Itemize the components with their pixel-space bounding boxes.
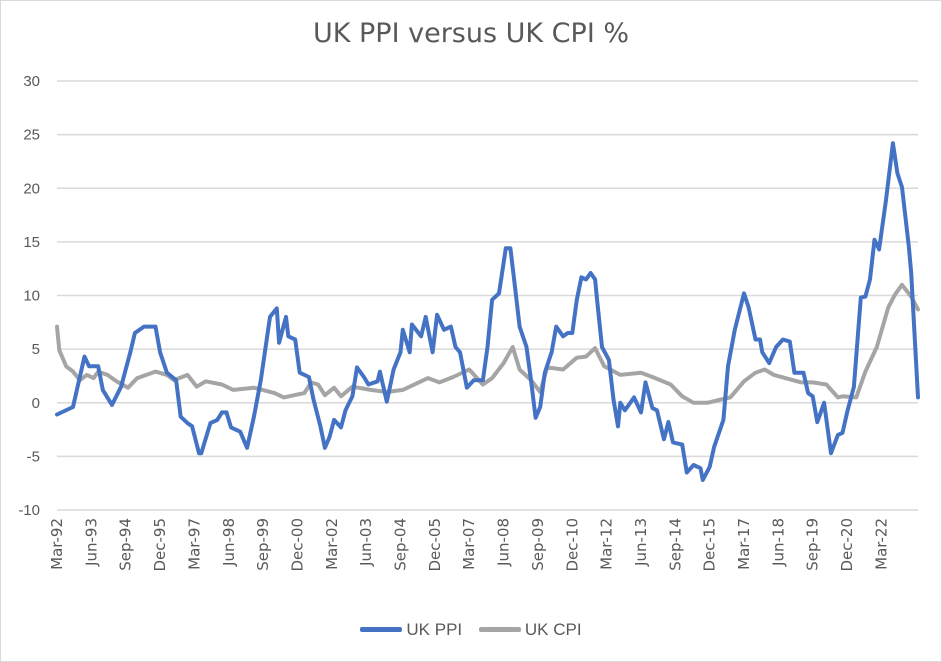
x-tick-label: Mar-92 [48,518,66,570]
legend-item-uk-cpi: UK CPI [478,619,582,640]
y-tick-label: -10 [18,502,40,519]
y-tick-label: 10 [23,288,40,305]
legend-label: UK CPI [524,619,582,639]
x-tick-label: Dec-05 [426,518,444,572]
series-lines [55,141,920,482]
y-tick-label: 0 [32,395,40,412]
x-tick-label: Jun-13 [632,518,650,567]
x-tick-label: Mar-12 [598,518,616,570]
x-tick-label: Jun-03 [357,518,375,567]
x-tick-label: Sep-04 [392,518,410,571]
x-tick-label: Dec-10 [563,518,581,572]
uk-cpi-line [55,282,920,405]
legend-swatch-ppi [360,627,403,632]
gridlines [57,80,918,511]
y-tick-label: 15 [23,234,40,251]
x-tick-label: Dec-00 [288,518,306,572]
legend-swatch-cpi [478,627,521,632]
x-axis-labels: Mar-92 Jun-93 Sep-94 Dec-95 Mar-97 Jun-98 Sep-… [48,518,890,572]
x-tick-label: Dec-15 [701,518,719,572]
y-tick-label: 30 [23,73,40,90]
x-tick-label: Mar-97 [185,518,203,570]
x-tick-label: Jun-08 [495,518,513,567]
x-tick-label: Jun-18 [769,518,787,567]
y-tick-label: 5 [32,341,40,358]
x-tick-label: Sep-94 [117,518,135,571]
legend: UK PPI UK CPI [0,617,942,640]
x-tick-label: Mar-07 [460,518,478,570]
x-tick-label: Jun-98 [220,518,238,567]
legend-item-uk-ppi: UK PPI [360,620,462,640]
x-tick-label: Jun-93 [82,518,100,567]
chart-title: UK PPI versus UK CPI % [312,18,630,49]
legend-label: UK PPI [406,619,463,639]
x-tick-label: Mar-17 [735,518,753,570]
y-axis-labels: 30 25 20 15 10 5 0 -5 -10 [18,73,40,519]
x-tick-label: Dec-95 [151,518,169,572]
x-tick-label: Sep-14 [666,518,684,571]
x-tick-label: Mar-22 [872,518,890,570]
y-tick-label: -5 [27,448,40,465]
x-tick-label: Dec-20 [838,518,856,572]
y-tick-label: 25 [23,127,40,144]
x-tick-label: Mar-02 [323,518,341,570]
x-tick-label: Sep-09 [529,518,547,571]
x-tick-label: Sep-19 [804,518,822,571]
x-tick-label: Sep-99 [254,518,272,571]
uk-ppi-line [55,141,920,482]
y-tick-label: 20 [23,180,40,197]
